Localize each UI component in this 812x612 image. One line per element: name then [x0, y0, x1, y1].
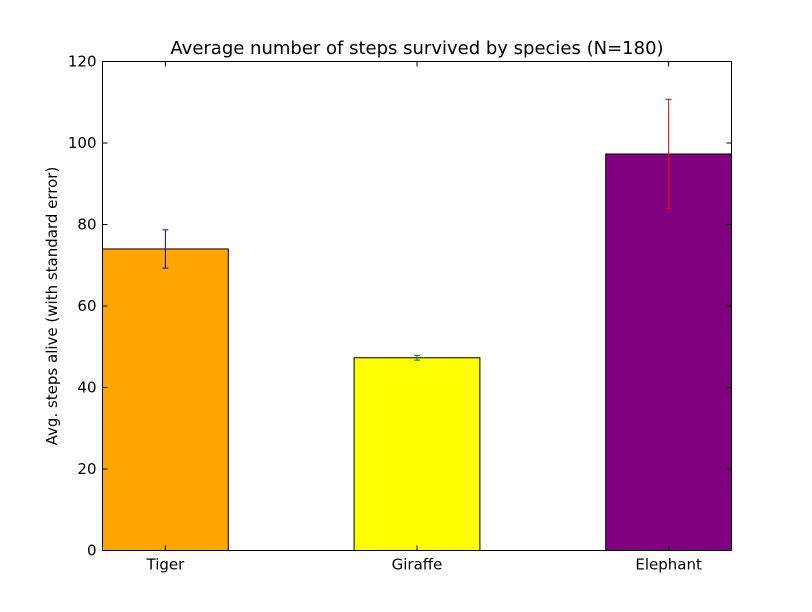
y-tick-label-40: 40	[77, 379, 96, 397]
y-axis-label: Avg. steps alive (with standard error)	[43, 167, 61, 446]
bar-tiger	[102, 248, 229, 551]
y-tick-label-120: 120	[68, 53, 97, 71]
bar-giraffe	[353, 357, 481, 551]
x-tick-label-giraffe: Giraffe	[392, 556, 443, 574]
x-axis-ticks: Tiger Giraffe Elephant	[146, 61, 702, 574]
chart-title: Average number of steps survived by spec…	[170, 38, 663, 59]
y-axis-ticks: 0 20 40 60 80 100 120	[68, 53, 732, 560]
bar-elephant	[605, 153, 733, 551]
y-tick-label-100: 100	[68, 134, 97, 152]
bars-group	[102, 153, 733, 551]
x-tick-label-elephant: Elephant	[635, 556, 702, 574]
y-tick-label-0: 0	[87, 542, 97, 560]
y-tick-label-60: 60	[77, 297, 96, 315]
y-tick-label-20: 20	[77, 460, 96, 478]
y-tick-label-80: 80	[77, 216, 96, 234]
error-bars-group	[162, 98, 672, 361]
x-tick-label-tiger: Tiger	[146, 556, 186, 574]
